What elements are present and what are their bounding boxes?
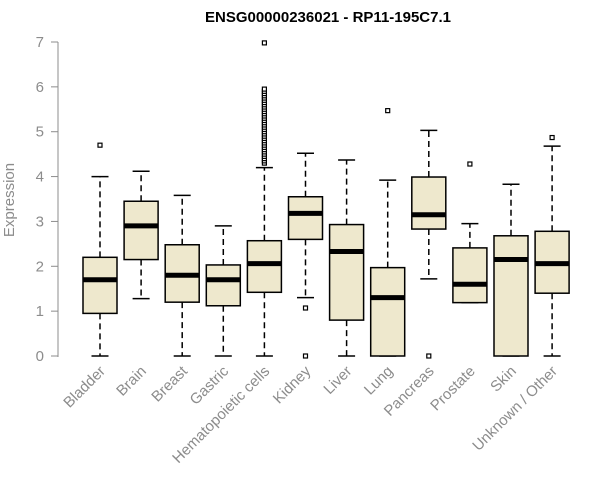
y-tick-label: 0	[36, 348, 44, 365]
outlier-point	[467, 161, 473, 167]
iqr-box	[246, 239, 283, 294]
iqr-box	[411, 176, 447, 230]
outlier-point	[97, 142, 103, 148]
iqr-box	[123, 200, 159, 261]
y-tick-label: 2	[36, 258, 44, 275]
box-hematopoietic-cells	[246, 40, 283, 357]
box-breast	[164, 194, 200, 357]
box-gastric	[205, 225, 242, 357]
iqr-box	[205, 264, 242, 307]
outlier-point	[302, 353, 309, 359]
box-lung	[369, 108, 406, 357]
iqr-box	[82, 256, 118, 315]
x-tick-label: Prostate	[427, 363, 479, 415]
box-brain	[123, 170, 159, 300]
iqr-box	[287, 196, 324, 241]
boxes-group	[82, 40, 570, 359]
box-prostate	[452, 161, 488, 304]
y-tick-label: 1	[36, 303, 44, 320]
x-tick-label: Skin	[487, 363, 520, 396]
x-tick-label: Kidney	[270, 362, 315, 407]
outlier-point	[549, 134, 555, 141]
x-tick-label: Bladder	[60, 363, 109, 412]
box-skin	[493, 183, 529, 357]
iqr-box	[328, 223, 365, 321]
outlier-point	[261, 86, 267, 92]
iqr-box	[452, 247, 488, 304]
y-tick-label: 7	[36, 34, 44, 51]
box-pancreas	[411, 129, 447, 359]
iqr-box	[369, 266, 406, 357]
y-tick-label: 6	[36, 79, 44, 96]
y-axis-label: Expression	[1, 163, 18, 237]
x-tick-label: Brain	[113, 363, 150, 400]
y-tick-label: 4	[36, 169, 44, 186]
x-tick-label: Liver	[320, 363, 355, 398]
x-tick-label: Breast	[148, 362, 191, 405]
outlier-point	[261, 40, 267, 46]
x-tick-label: Lung	[361, 363, 397, 399]
box-kidney	[287, 152, 324, 359]
y-tick-label: 3	[36, 213, 44, 230]
outlier-point	[302, 305, 309, 311]
outlier-point	[426, 353, 432, 359]
iqr-box	[493, 235, 529, 357]
y-tick-label: 5	[36, 124, 44, 141]
outlier-point	[385, 108, 391, 114]
chart-title: ENSG00000236021 - RP11-195C7.1	[205, 9, 451, 26]
box-unknown-other	[534, 134, 570, 357]
y-axis-ticks: 0 1 2 3 4 5 6 7	[36, 34, 58, 365]
box-liver	[328, 159, 365, 357]
box-bladder	[82, 142, 118, 357]
